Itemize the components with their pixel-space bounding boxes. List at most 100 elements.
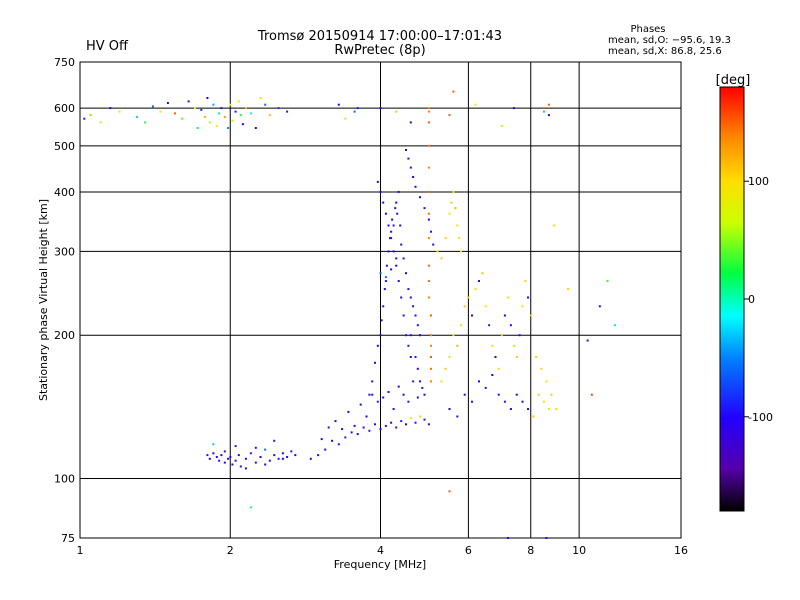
data-point [481, 272, 484, 275]
data-point [395, 257, 398, 260]
y-tick-label: 75 [61, 532, 75, 545]
chart-title: Tromsø 20150914 17:00:00–17:01:43 [257, 29, 502, 44]
data-point [383, 288, 386, 291]
data-point [555, 408, 558, 410]
data-point [529, 314, 532, 317]
data-point [524, 280, 527, 282]
data-point [506, 296, 509, 299]
data-point [187, 100, 190, 103]
data-point [405, 149, 407, 151]
data-point [432, 243, 435, 246]
x-tick-label: 16 [674, 544, 688, 557]
data-point [590, 393, 593, 396]
data-point [454, 207, 457, 210]
data-point [196, 127, 199, 129]
data-point [83, 117, 86, 120]
data-point [414, 185, 417, 188]
data-point [416, 396, 419, 399]
data-point [220, 107, 223, 110]
stats-o: mean, sd,O: −95.6, 19.3 [608, 35, 731, 46]
data-point [550, 393, 553, 396]
data-point [423, 418, 426, 421]
data-point [503, 314, 506, 317]
data-point [180, 117, 183, 120]
data-point [264, 103, 267, 106]
data-point [414, 421, 417, 424]
data-point [547, 114, 550, 117]
data-point [414, 314, 417, 317]
data-point [452, 90, 455, 93]
y-tick-label: 200 [54, 329, 75, 342]
data-point [344, 117, 347, 120]
data-point [540, 367, 543, 370]
data-point [324, 448, 327, 451]
data-point [254, 127, 257, 129]
data-point [402, 257, 405, 260]
data-point [414, 356, 417, 358]
data-point [407, 344, 410, 347]
data-point [427, 264, 430, 267]
data-point [542, 400, 545, 403]
data-point [395, 110, 398, 113]
data-point [218, 112, 221, 115]
data-point [527, 296, 529, 299]
data-point [440, 257, 443, 260]
data-point [537, 393, 540, 396]
data-point [500, 125, 503, 128]
data-point [384, 212, 387, 215]
data-point [212, 103, 215, 106]
data-point [239, 114, 242, 117]
data-point [598, 305, 601, 308]
data-point [166, 102, 169, 104]
data-point [532, 415, 535, 418]
x-tick-label: 1 [77, 544, 84, 557]
data-point [452, 190, 455, 193]
y-tick-label: 600 [54, 102, 75, 115]
data-point [379, 428, 382, 431]
data-point [390, 421, 393, 424]
data-point [331, 439, 334, 442]
data-point [407, 400, 410, 403]
data-point [371, 393, 374, 396]
data-point [268, 114, 271, 117]
axis-ticks: 1 2 4 6 8 10 16 75 100 200 300 400 500 600 750 [54, 56, 688, 557]
data-point [402, 314, 405, 317]
data-point [273, 439, 276, 442]
data-point [387, 250, 390, 253]
data-point [412, 305, 415, 308]
data-point [474, 288, 477, 291]
data-point [220, 454, 223, 457]
data-point [99, 121, 102, 124]
data-point [212, 452, 215, 455]
data-point [423, 393, 426, 396]
stats-title: Phases [630, 24, 665, 35]
data-point [427, 166, 430, 169]
data-point [474, 103, 477, 106]
data-point [430, 356, 432, 358]
data-point [419, 415, 421, 418]
data-point [384, 280, 387, 282]
data-point [231, 119, 234, 122]
data-point [430, 367, 432, 370]
data-point [471, 400, 473, 403]
data-point [231, 463, 234, 466]
data-point [229, 103, 232, 106]
data-point [208, 121, 211, 124]
data-point [239, 465, 242, 468]
data-point [309, 457, 312, 460]
x-tick-label: 8 [527, 544, 534, 557]
data-point [409, 296, 412, 299]
data-point [380, 319, 383, 322]
data-point [423, 207, 426, 210]
data-point [395, 264, 398, 267]
data-point [471, 314, 473, 317]
data-point [416, 367, 419, 370]
data-point [400, 243, 403, 246]
data-point [500, 334, 503, 337]
data-point [356, 107, 359, 110]
data-point [206, 97, 209, 99]
data-point [397, 280, 400, 282]
data-point [382, 396, 385, 399]
data-point [237, 454, 240, 457]
data-point [396, 212, 399, 215]
